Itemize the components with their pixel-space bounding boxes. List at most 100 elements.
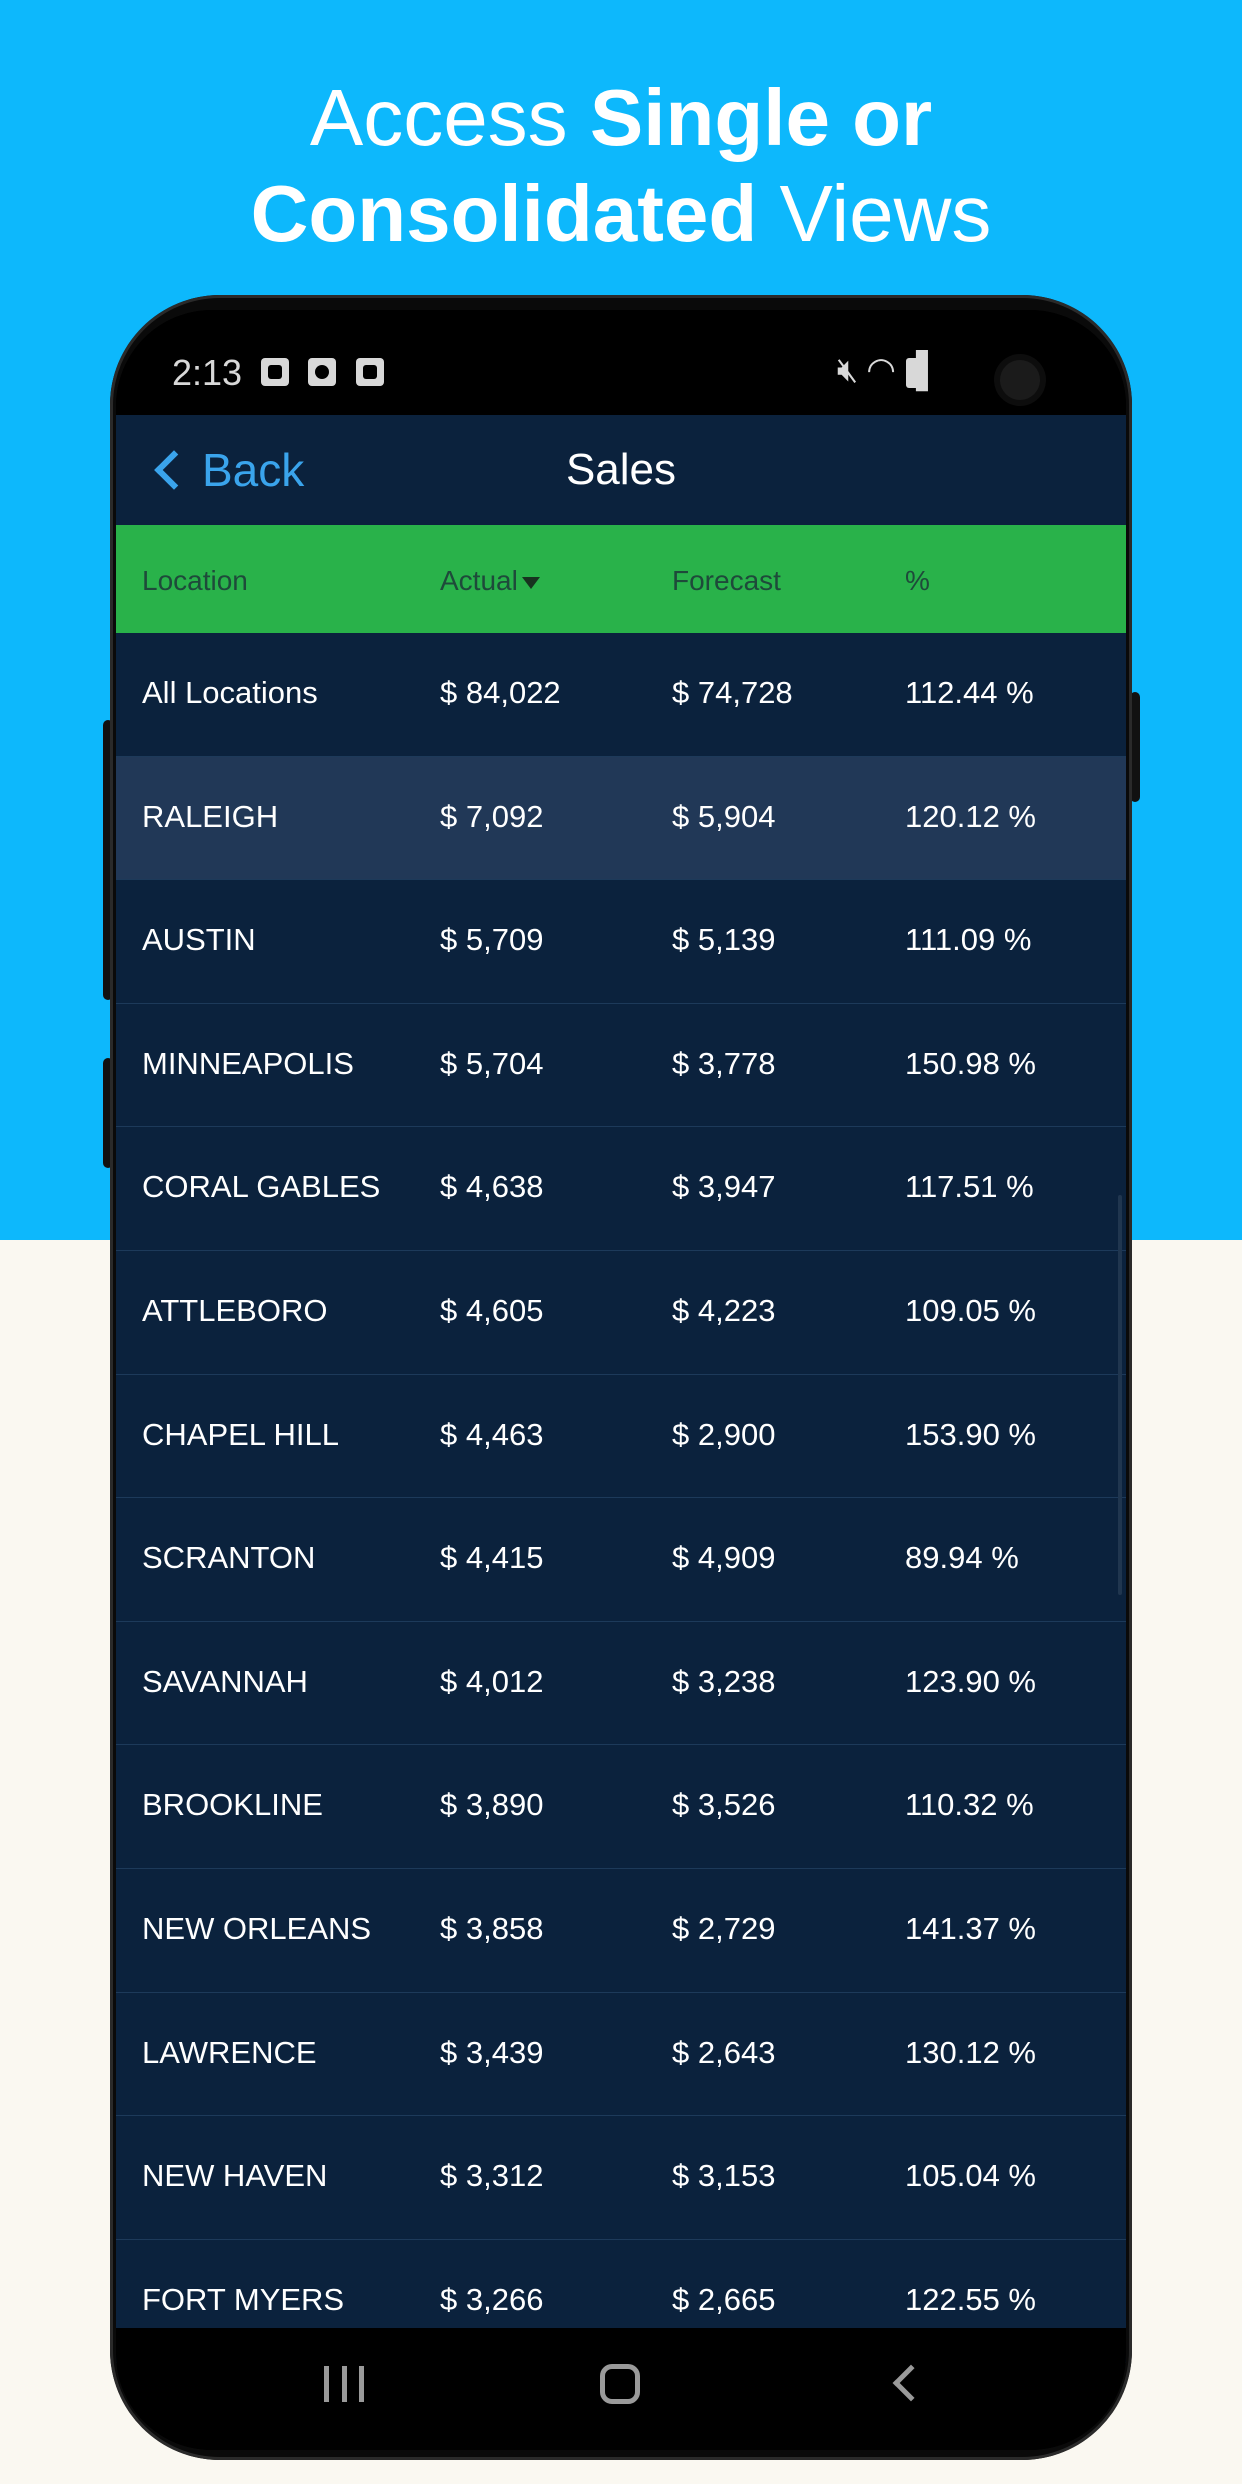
cell-forecast: $ 3,526 (672, 1787, 776, 1823)
headline-line1-bold: Single or (589, 73, 933, 162)
table-row[interactable]: LAWRENCE $ 3,439 $ 2,643 130.12 % (116, 1992, 1126, 2117)
cell-location: ATTLEBORO (142, 1292, 328, 1328)
table-row[interactable]: NEW HAVEN $ 3,312 $ 3,153 105.04 % (116, 2116, 1126, 2240)
column-header-actual-label: Actual (440, 565, 518, 596)
phone-screen: 2:13 🔇︎◠▐ Back Sales Location Actual For… (116, 310, 1126, 2450)
cell-location: MINNEAPOLIS (142, 1045, 354, 1081)
headline-line1-normal: Access (309, 73, 590, 162)
recent-apps-icon-bar (341, 2366, 347, 2402)
column-header-forecast[interactable]: Forecast (672, 565, 781, 596)
cell-percent: 110.32 % (905, 1787, 1034, 1823)
cell-actual: $ 3,439 (440, 2034, 544, 2070)
cell-percent: 123.90 % (905, 1663, 1036, 1699)
home-button[interactable] (600, 2364, 640, 2404)
table-header: Location Actual Forecast % (116, 525, 1126, 633)
android-nav-bar (116, 2328, 1126, 2450)
cell-percent: 150.98 % (905, 1045, 1036, 1081)
wifi-icon: ◠ (866, 351, 904, 389)
cell-actual: $ 3,890 (440, 1787, 544, 1823)
cell-forecast: $ 2,729 (672, 1910, 776, 1946)
cell-actual: $ 7,092 (440, 798, 544, 834)
cell-percent: 109.05 % (905, 1292, 1036, 1328)
cell-percent: 122.55 % (905, 2281, 1036, 2317)
cell-percent: 153.90 % (905, 1416, 1036, 1452)
cell-forecast: $ 4,223 (672, 1292, 776, 1328)
column-header-percent[interactable]: % (905, 565, 930, 596)
cell-percent: 112.44 % (905, 675, 1034, 710)
cell-location: CORAL GABLES (142, 1169, 381, 1205)
cell-location: LAWRENCE (142, 2034, 317, 2070)
cell-actual: $ 3,266 (440, 2281, 544, 2317)
column-header-location[interactable]: Location (142, 565, 248, 596)
cell-location: FORT MYERS (142, 2281, 345, 2317)
page-title: Sales (565, 445, 677, 494)
cell-actual: $ 3,312 (440, 2158, 544, 2194)
column-header-actual[interactable]: Actual (440, 565, 540, 597)
cell-forecast: $ 4,909 (672, 1540, 776, 1576)
cell-forecast: $ 3,778 (672, 1045, 776, 1081)
close-box-icon (356, 358, 384, 386)
table-row[interactable]: CORAL GABLES $ 4,638 $ 3,947 117.51 % (116, 1127, 1126, 1251)
phone-bixby-button (103, 1058, 113, 1168)
cell-forecast: $ 3,947 (672, 1169, 776, 1205)
cell-location: AUSTIN (142, 922, 256, 958)
status-bar: 2:13 🔇︎◠▐ (116, 310, 1126, 415)
cell-location: NEW ORLEANS (142, 1910, 372, 1946)
cell-percent: 141.37 % (905, 1910, 1036, 1946)
cell-forecast: $ 5,904 (672, 798, 776, 834)
table-row[interactable]: SAVANNAH $ 4,012 $ 3,238 123.90 % (116, 1621, 1126, 1746)
status-time: 2:13 (172, 352, 243, 393)
record-icon (308, 358, 336, 386)
cell-forecast: $ 3,153 (672, 2158, 776, 2194)
system-back-button[interactable] (892, 2364, 930, 2402)
table-row[interactable]: SCRANTON $ 4,415 $ 4,909 89.94 % (116, 1498, 1126, 1622)
cell-percent: 89.94 % (905, 1540, 1019, 1576)
cell-forecast: $ 2,900 (672, 1416, 776, 1452)
recent-apps-icon-bar (359, 2366, 364, 2402)
cell-actual: $ 5,709 (440, 922, 544, 958)
table-row[interactable]: AUSTIN $ 5,709 $ 5,139 111.09 % (116, 880, 1126, 1004)
cell-forecast: $ 74,728 (672, 675, 793, 710)
cell-actual: $ 4,638 (440, 1169, 544, 1205)
back-label: Back (202, 444, 305, 496)
back-button[interactable]: Back (152, 443, 304, 497)
cell-actual: $ 4,012 (440, 1663, 544, 1699)
cell-forecast: $ 3,238 (672, 1663, 776, 1699)
table-row[interactable]: All Locations $ 84,022 $ 74,728 112.44 % (116, 633, 1126, 757)
table-row[interactable]: NEW ORLEANS $ 3,858 $ 2,729 141.37 % (116, 1868, 1126, 1993)
cell-actual: $ 3,858 (440, 1910, 544, 1946)
cell-location: SCRANTON (142, 1540, 316, 1576)
cell-location: All Locations (142, 675, 318, 710)
battery-icon (906, 358, 924, 388)
cell-location: NEW HAVEN (142, 2158, 328, 2194)
mute-icon: 🔇︎ (836, 351, 867, 389)
sort-descending-icon (521, 576, 540, 589)
table-row[interactable]: MINNEAPOLIS $ 5,704 $ 3,778 150.98 % (116, 1003, 1126, 1128)
cell-actual: $ 4,463 (440, 1416, 544, 1452)
phone-power-button (1130, 692, 1140, 802)
nav-bar: Back Sales (116, 415, 1126, 525)
cell-location: CHAPEL HILL (142, 1416, 339, 1452)
scrollbar[interactable] (1118, 1195, 1122, 1595)
headline-line2-normal: Views (757, 169, 992, 258)
recent-apps-icon (324, 2366, 329, 2402)
table-row-selected[interactable]: RALEIGH $ 7,092 $ 5,904 120.12 % (116, 756, 1126, 881)
cell-forecast: $ 2,665 (672, 2281, 776, 2317)
table-row[interactable]: ATTLEBORO $ 4,605 $ 4,223 109.05 % (116, 1250, 1126, 1375)
cell-percent: 130.12 % (905, 2034, 1036, 2070)
cell-percent: 105.04 % (905, 2158, 1036, 2194)
cell-location: BROOKLINE (142, 1787, 323, 1823)
cell-actual: $ 84,022 (440, 675, 561, 710)
table-row[interactable]: CHAPEL HILL $ 4,463 $ 2,900 153.90 % (116, 1374, 1126, 1499)
phone-volume-button (103, 720, 113, 1000)
recent-apps-button[interactable] (324, 2366, 364, 2402)
table-row[interactable]: BROOKLINE $ 3,890 $ 3,526 110.32 % (116, 1745, 1126, 1869)
headline-line2-bold: Consolidated (250, 169, 758, 258)
cell-percent: 120.12 % (905, 798, 1036, 834)
table-body: All Locations $ 84,022 $ 74,728 112.44 %… (116, 633, 1126, 2364)
cell-actual: $ 4,605 (440, 1292, 544, 1328)
cell-location: SAVANNAH (142, 1663, 308, 1699)
cell-actual: $ 5,704 (440, 1045, 544, 1081)
cell-location: RALEIGH (142, 798, 279, 834)
front-camera (1000, 360, 1040, 400)
